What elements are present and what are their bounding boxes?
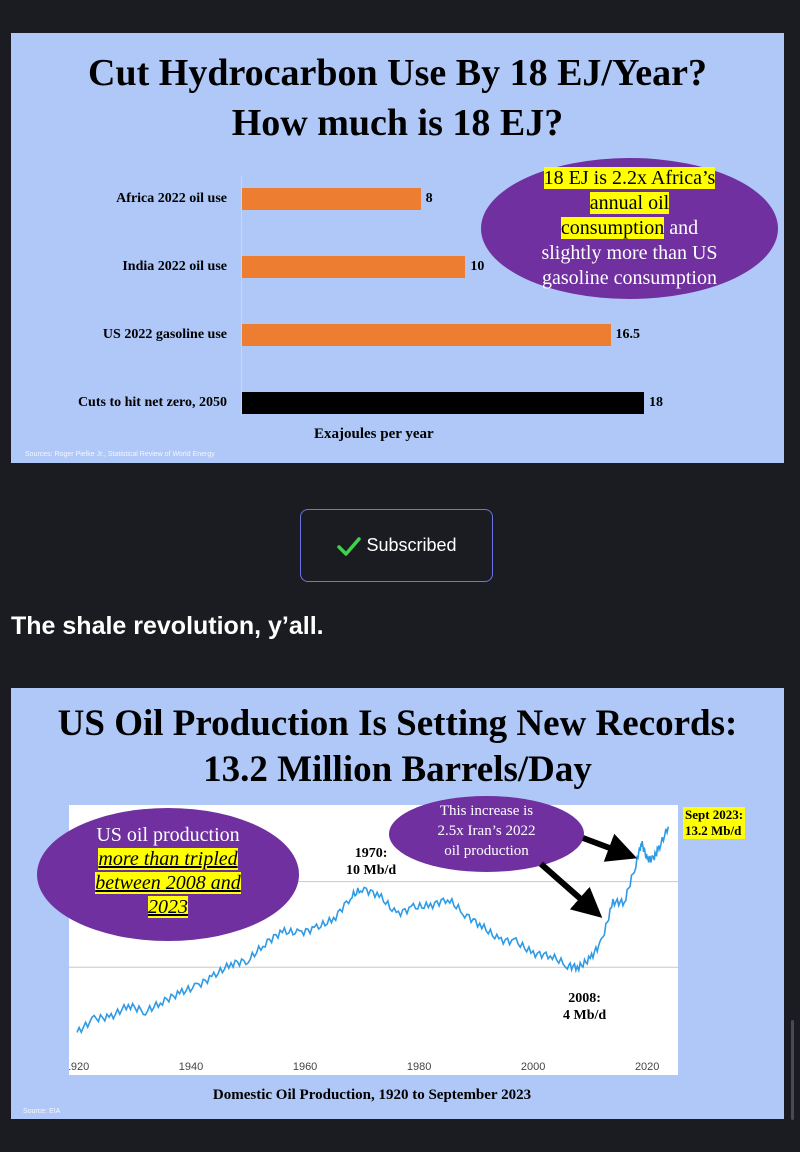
scrollbar[interactable] xyxy=(791,1020,794,1120)
checkmark-icon xyxy=(336,535,362,557)
slide2-title-line2: 13.2 Million Barrels/Day xyxy=(203,749,592,790)
oval-text-4: and xyxy=(664,217,699,239)
slide2-title-line1: US Oil Production Is Setting New Records… xyxy=(57,703,738,744)
production-series-line xyxy=(76,826,670,1035)
x-tick-label: 2000 xyxy=(521,1061,545,1073)
x-tick-label: 1960 xyxy=(293,1061,317,1073)
bar-category-label: India 2022 oil use xyxy=(122,259,227,274)
tripled-hl-2: between 2008 and xyxy=(95,872,241,894)
arrow-right-icon xyxy=(581,833,638,862)
annotation-1970-value: 10 Mb/d xyxy=(346,863,397,878)
bar-value-label: 18 xyxy=(649,395,663,410)
post-heading: The shale revolution, y’all. xyxy=(11,612,324,640)
arrows xyxy=(539,833,638,918)
annotation-2023-value: 13.2 Mb/d xyxy=(685,823,742,838)
annotation-1970-year: 1970: xyxy=(354,846,388,861)
iran-oval: This increase is 2.5x Iran’s 2022 oil pr… xyxy=(389,796,584,872)
oval-text-5: slightly more than US xyxy=(541,242,718,264)
oval-hl-3: consumption xyxy=(560,217,665,239)
x-axis-label: Exajoules per year xyxy=(314,426,434,442)
slide1-title-line1: Cut Hydrocarbon Use By 18 EJ/Year? xyxy=(88,52,707,94)
bar xyxy=(242,324,611,346)
annotation-2008-year: 2008: xyxy=(568,991,601,1006)
slide2-source: Source: EIA xyxy=(23,1108,61,1115)
annotation-2023: Sept 2023: 13.2 Mb/d xyxy=(683,807,746,839)
subscribed-button[interactable]: Subscribed xyxy=(300,509,493,582)
oval-hl-1: 18 EJ is 2.2x Africa’s xyxy=(543,167,716,189)
x-tick-label: 2020 xyxy=(635,1061,659,1073)
tripled-text: US oil production xyxy=(96,824,240,846)
bar-chart-axis xyxy=(241,176,242,416)
production-line-chart: 1920 1940 1960 1980 2000 2020 xyxy=(69,826,678,1073)
annotation-1970: 1970: 10 Mb/d xyxy=(346,845,396,879)
bar-value-label: 8 xyxy=(425,191,433,206)
tripled-oval: US oil production more than tripled betw… xyxy=(37,808,299,941)
bar-category-label: Cuts to hit net zero, 2050 xyxy=(77,395,227,410)
tripled-hl-1: more than tripled xyxy=(98,848,238,870)
arrow-down-icon xyxy=(539,861,603,918)
bar xyxy=(242,256,466,278)
slide1-source: Sources: Roger Pielke Jr., Statistical R… xyxy=(25,451,215,458)
subscribed-label: Subscribed xyxy=(366,535,457,555)
bar-category-label: Africa 2022 oil use xyxy=(116,191,227,206)
x-tick-label: 1920 xyxy=(69,1061,89,1073)
chart2-title: Domestic Oil Production, 1920 to Septemb… xyxy=(212,1087,532,1103)
oval-text-6: gasoline consumption xyxy=(542,267,717,289)
annotation-2008-value: 4 Mb/d xyxy=(563,1008,607,1023)
bar-value-label: 10 xyxy=(470,259,485,274)
bar-category-label: US 2022 gasoline use xyxy=(102,327,227,342)
bar xyxy=(242,188,421,210)
tripled-hl-3: 2023 xyxy=(148,896,188,918)
x-tick-label: 1980 xyxy=(407,1061,431,1073)
oval-hl-2: annual oil xyxy=(589,192,670,214)
iran-text-3: oil production xyxy=(444,843,529,859)
x-tick-label: 1940 xyxy=(179,1061,203,1073)
energy-comparison-slide: Cut Hydrocarbon Use By 18 EJ/Year? How m… xyxy=(11,33,784,463)
slide1-title-line2: How much is 18 EJ? xyxy=(231,102,564,144)
iran-text-2: 2.5x Iran’s 2022 xyxy=(437,823,536,839)
bar xyxy=(242,392,644,414)
bar-value-label: 16.5 xyxy=(615,327,641,342)
iran-text-1: This increase is xyxy=(439,803,534,819)
annotation-2008: 2008: 4 Mb/d xyxy=(563,990,606,1024)
info-oval: 18 EJ is 2.2x Africa’s annual oil consum… xyxy=(481,158,778,299)
annotation-2023-date: Sept 2023: xyxy=(685,807,744,822)
oil-production-slide: US Oil Production Is Setting New Records… xyxy=(11,688,784,1119)
